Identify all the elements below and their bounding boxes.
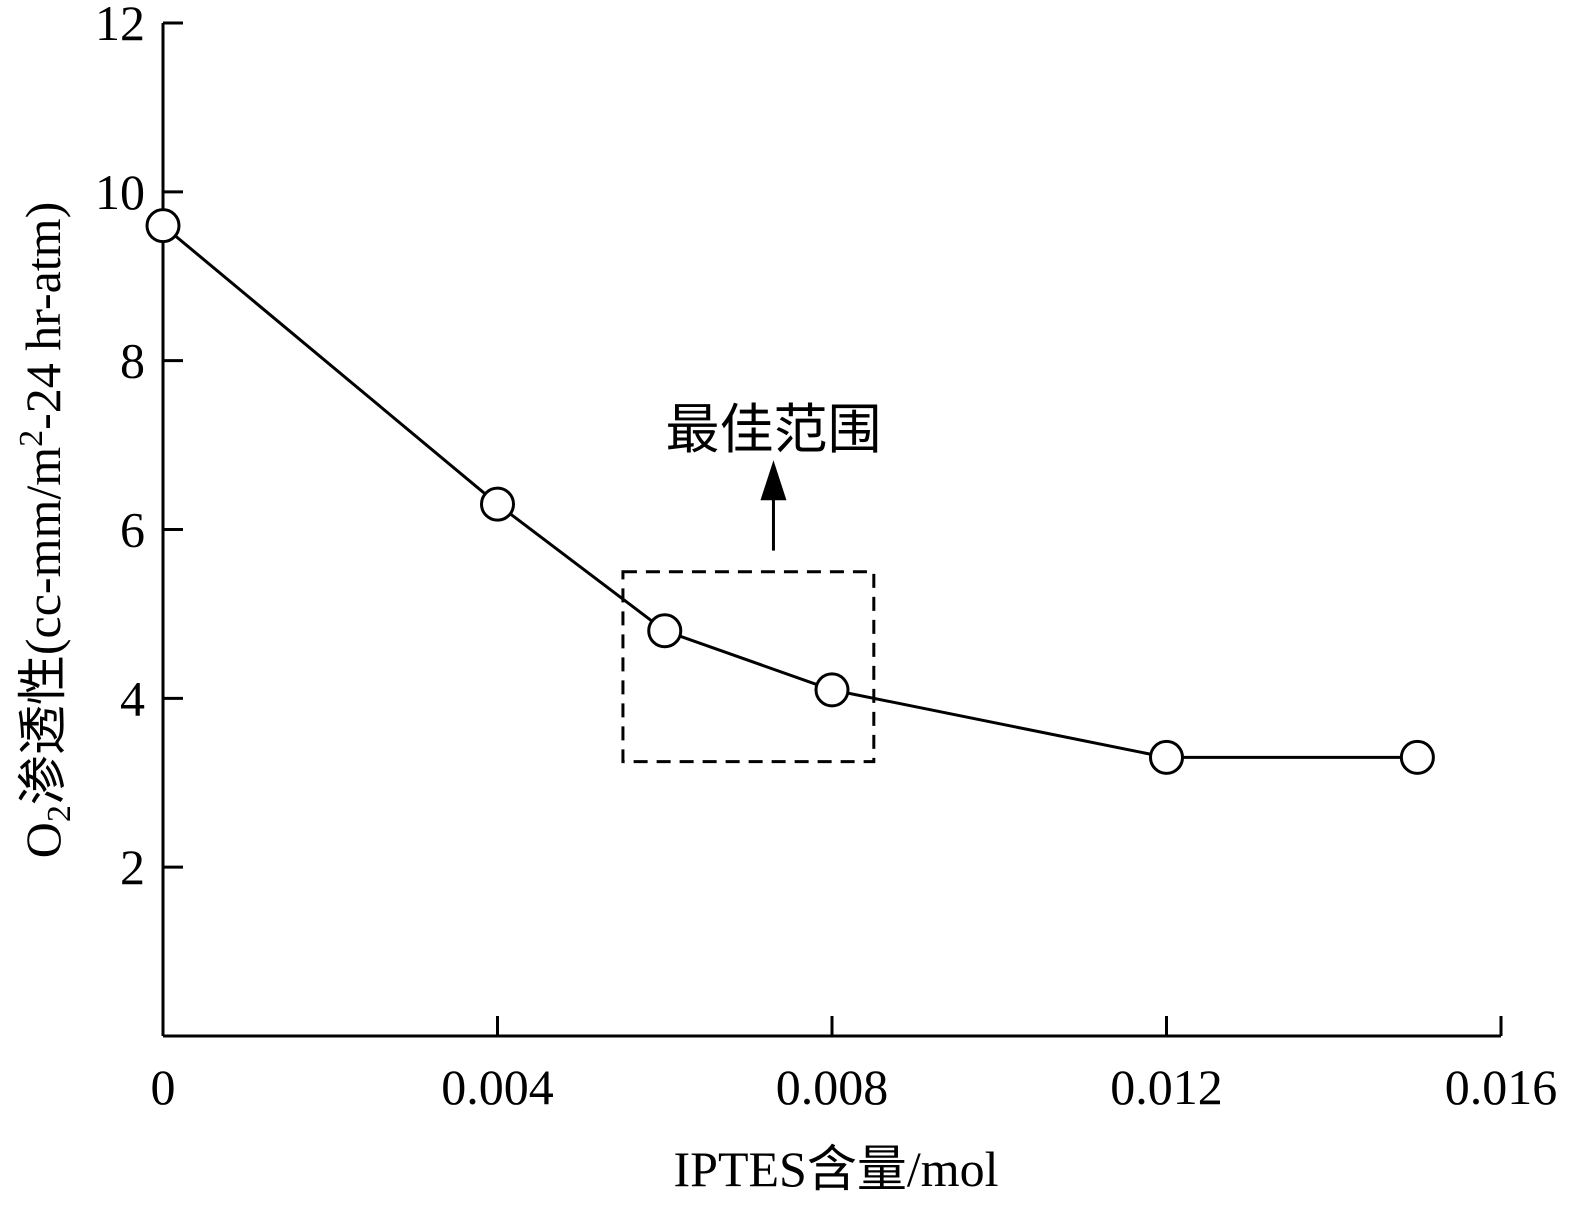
data-point — [480, 486, 515, 522]
y-tick-label: 10 — [95, 164, 145, 220]
y-tick-label: 12 — [95, 0, 145, 51]
x-tick-label: 0.012 — [1110, 1059, 1223, 1115]
x-axis-title: IPTES含量/mol — [673, 1141, 998, 1197]
y-title-subscript: 2 — [41, 805, 78, 822]
data-point — [1399, 739, 1435, 775]
data-point — [1149, 739, 1184, 775]
y-tick-label: 4 — [120, 670, 145, 726]
data-point — [145, 208, 181, 244]
optimal-range-box — [621, 570, 876, 764]
series-group — [145, 208, 1435, 775]
y-tick-label: 8 — [120, 333, 145, 389]
data-point — [814, 672, 850, 708]
x-tick-label: 0.016 — [1445, 1059, 1558, 1115]
y-axis-title: O2渗透性(cc-mm/m2-24 hr-atm) — [13, 202, 78, 858]
series-line — [162, 224, 1418, 759]
y-title-superscript: 2 — [13, 430, 50, 447]
y-title-o: O — [15, 822, 71, 858]
axes — [161, 21, 1503, 1038]
annotation-arrow-head — [760, 460, 787, 501]
y-tick-label: 6 — [120, 502, 145, 558]
y-tick-label: 2 — [120, 839, 145, 895]
y-title-suffix: -24 hr-atm) — [15, 202, 71, 430]
y-title-main: 渗透性(cc-mm/m — [15, 447, 71, 805]
x-tick-label: 0.008 — [776, 1059, 889, 1115]
x-tick-label: 0.004 — [441, 1059, 554, 1115]
data-point — [647, 613, 683, 649]
axis-labels: 2 4 6 8 10 12 0 0.004 0.008 0.012 0.016 IPTES含量/mol… — [13, 0, 1557, 1197]
annotation-label: 最佳范围 — [665, 400, 881, 460]
annotation-group: 最佳范围 — [621, 400, 881, 764]
x-tick-label: 0 — [151, 1059, 176, 1115]
